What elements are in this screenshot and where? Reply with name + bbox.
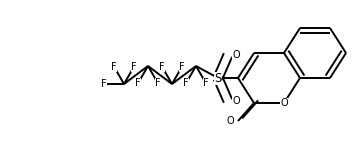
Text: F: F <box>203 78 209 88</box>
Text: F: F <box>101 79 107 89</box>
Text: S: S <box>214 71 222 85</box>
Text: F: F <box>155 78 161 88</box>
Text: O: O <box>226 116 234 126</box>
Text: O: O <box>232 96 240 106</box>
Text: O: O <box>280 98 288 108</box>
Text: F: F <box>111 62 117 72</box>
Text: F: F <box>183 78 189 88</box>
Text: F: F <box>131 62 137 72</box>
Text: F: F <box>159 62 165 72</box>
Text: O: O <box>232 50 240 60</box>
Text: F: F <box>135 78 141 88</box>
Text: F: F <box>179 62 185 72</box>
